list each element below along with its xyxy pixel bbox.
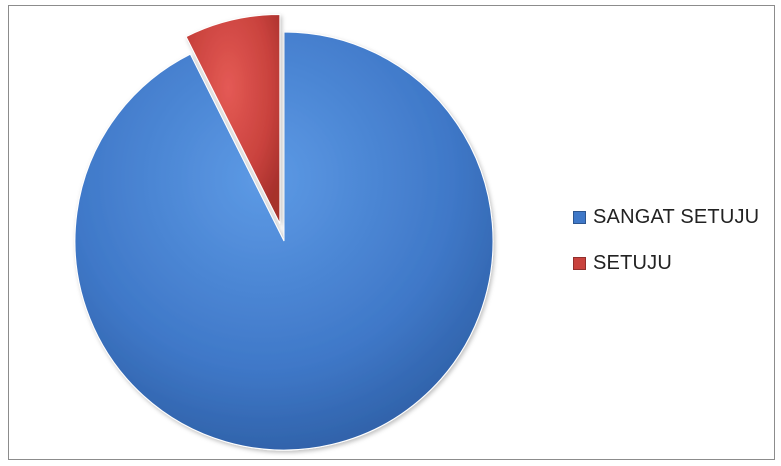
pie-slices bbox=[74, 13, 494, 451]
legend-swatch-sangat-setuju bbox=[573, 210, 586, 224]
chart-frame: SANGAT SETUJU SETUJU bbox=[8, 5, 775, 460]
legend-item-setuju: SETUJU bbox=[573, 249, 763, 277]
legend-label-sangat-setuju: SANGAT SETUJU bbox=[593, 205, 760, 228]
pie-chart bbox=[74, 13, 494, 451]
chart-legend: SANGAT SETUJU SETUJU bbox=[573, 203, 763, 295]
pie-slice-setuju bbox=[185, 13, 281, 224]
pie-slice-sangat-setuju bbox=[74, 31, 494, 451]
legend-label-setuju: SETUJU bbox=[593, 251, 672, 274]
legend-item-sangat-setuju: SANGAT SETUJU bbox=[573, 203, 763, 231]
legend-swatch-setuju bbox=[573, 256, 586, 270]
